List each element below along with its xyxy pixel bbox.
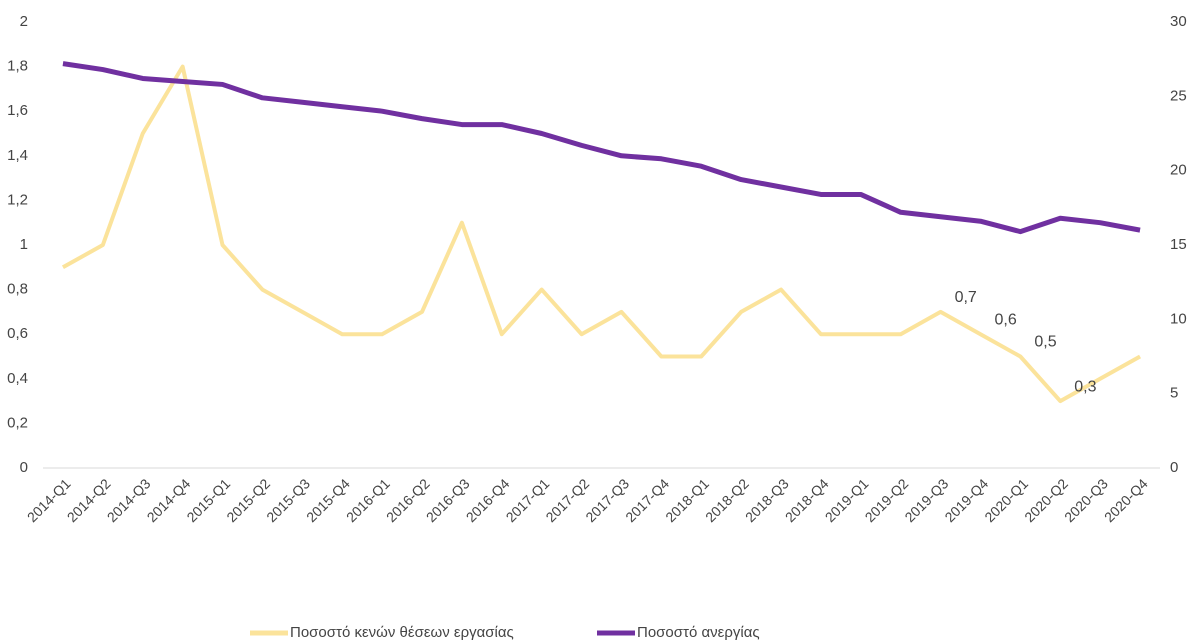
y-tick-label: 0	[20, 459, 28, 476]
y-tick-label: 1,6	[7, 102, 28, 119]
y2-tick-label: 5	[1170, 385, 1178, 402]
y-tick-label: 0,6	[7, 325, 28, 342]
legend-label: Ποσοστό κενών θέσεων εργασίας	[290, 624, 514, 641]
x-tick-label: 2020-Q4	[1101, 475, 1151, 525]
y-tick-label: 0,8	[7, 281, 28, 298]
y-tick-label: 1,4	[7, 147, 28, 164]
y2-tick-label: 10	[1170, 310, 1187, 327]
legend-label: Ποσοστό ανεργίας	[637, 624, 760, 641]
series-line	[61, 64, 1142, 404]
y-tick-label: 0,2	[7, 414, 28, 431]
y-tick-label: 1,8	[7, 58, 28, 75]
y2-tick-label: 25	[1170, 87, 1187, 104]
data-label: 0,6	[994, 311, 1016, 328]
data-label: 0,3	[1074, 378, 1096, 395]
data-label: 0,7	[955, 289, 977, 306]
data-label: 0,5	[1034, 334, 1056, 351]
y2-tick-label: 15	[1170, 236, 1187, 253]
series-line	[62, 61, 1141, 235]
y2-tick-label: 30	[1170, 13, 1187, 30]
y-tick-label: 0,4	[7, 370, 28, 387]
y2-tick-label: 20	[1170, 162, 1187, 179]
y-tick-label: 1,2	[7, 191, 28, 208]
y-tick-label: 2	[20, 13, 28, 30]
y2-tick-label: 0	[1170, 459, 1178, 476]
y-tick-label: 1	[20, 236, 28, 253]
